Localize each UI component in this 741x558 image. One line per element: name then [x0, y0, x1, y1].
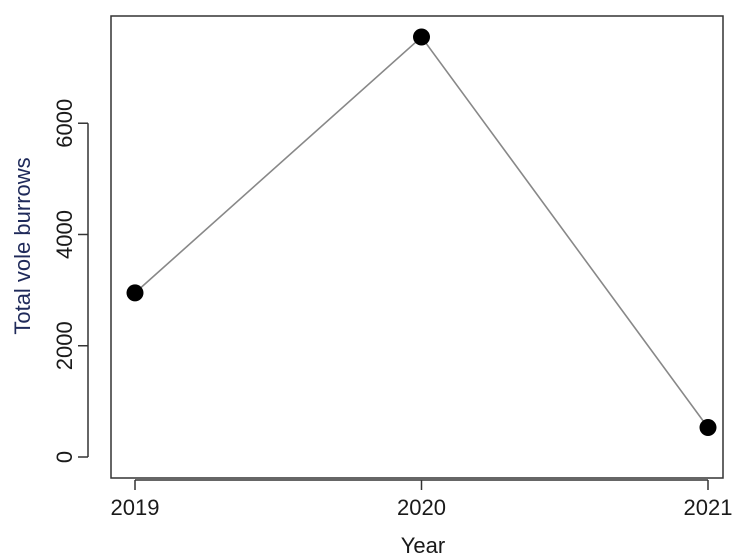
- x-tick-label: 2020: [397, 495, 446, 520]
- y-tick-label: 0: [52, 451, 77, 463]
- x-tick-label: 2019: [111, 495, 160, 520]
- y-tick-label: 6000: [52, 99, 77, 148]
- data-point: [413, 28, 430, 46]
- y-tick-label: 2000: [52, 321, 77, 370]
- series-layer: [126, 28, 717, 437]
- x-tick-label: 2021: [684, 495, 733, 520]
- plot-frame: [110, 15, 724, 479]
- series-line: [134, 35, 709, 428]
- y-tick-label: 4000: [52, 210, 77, 259]
- y-axis-title: Total vole burrows: [10, 157, 35, 334]
- data-point: [126, 284, 144, 302]
- y-axis: 0 2000 4000 6000: [52, 99, 89, 463]
- x-axis: 2019 2020 2021: [111, 479, 733, 520]
- x-axis-title: Year: [401, 533, 445, 558]
- data-point: [699, 419, 717, 437]
